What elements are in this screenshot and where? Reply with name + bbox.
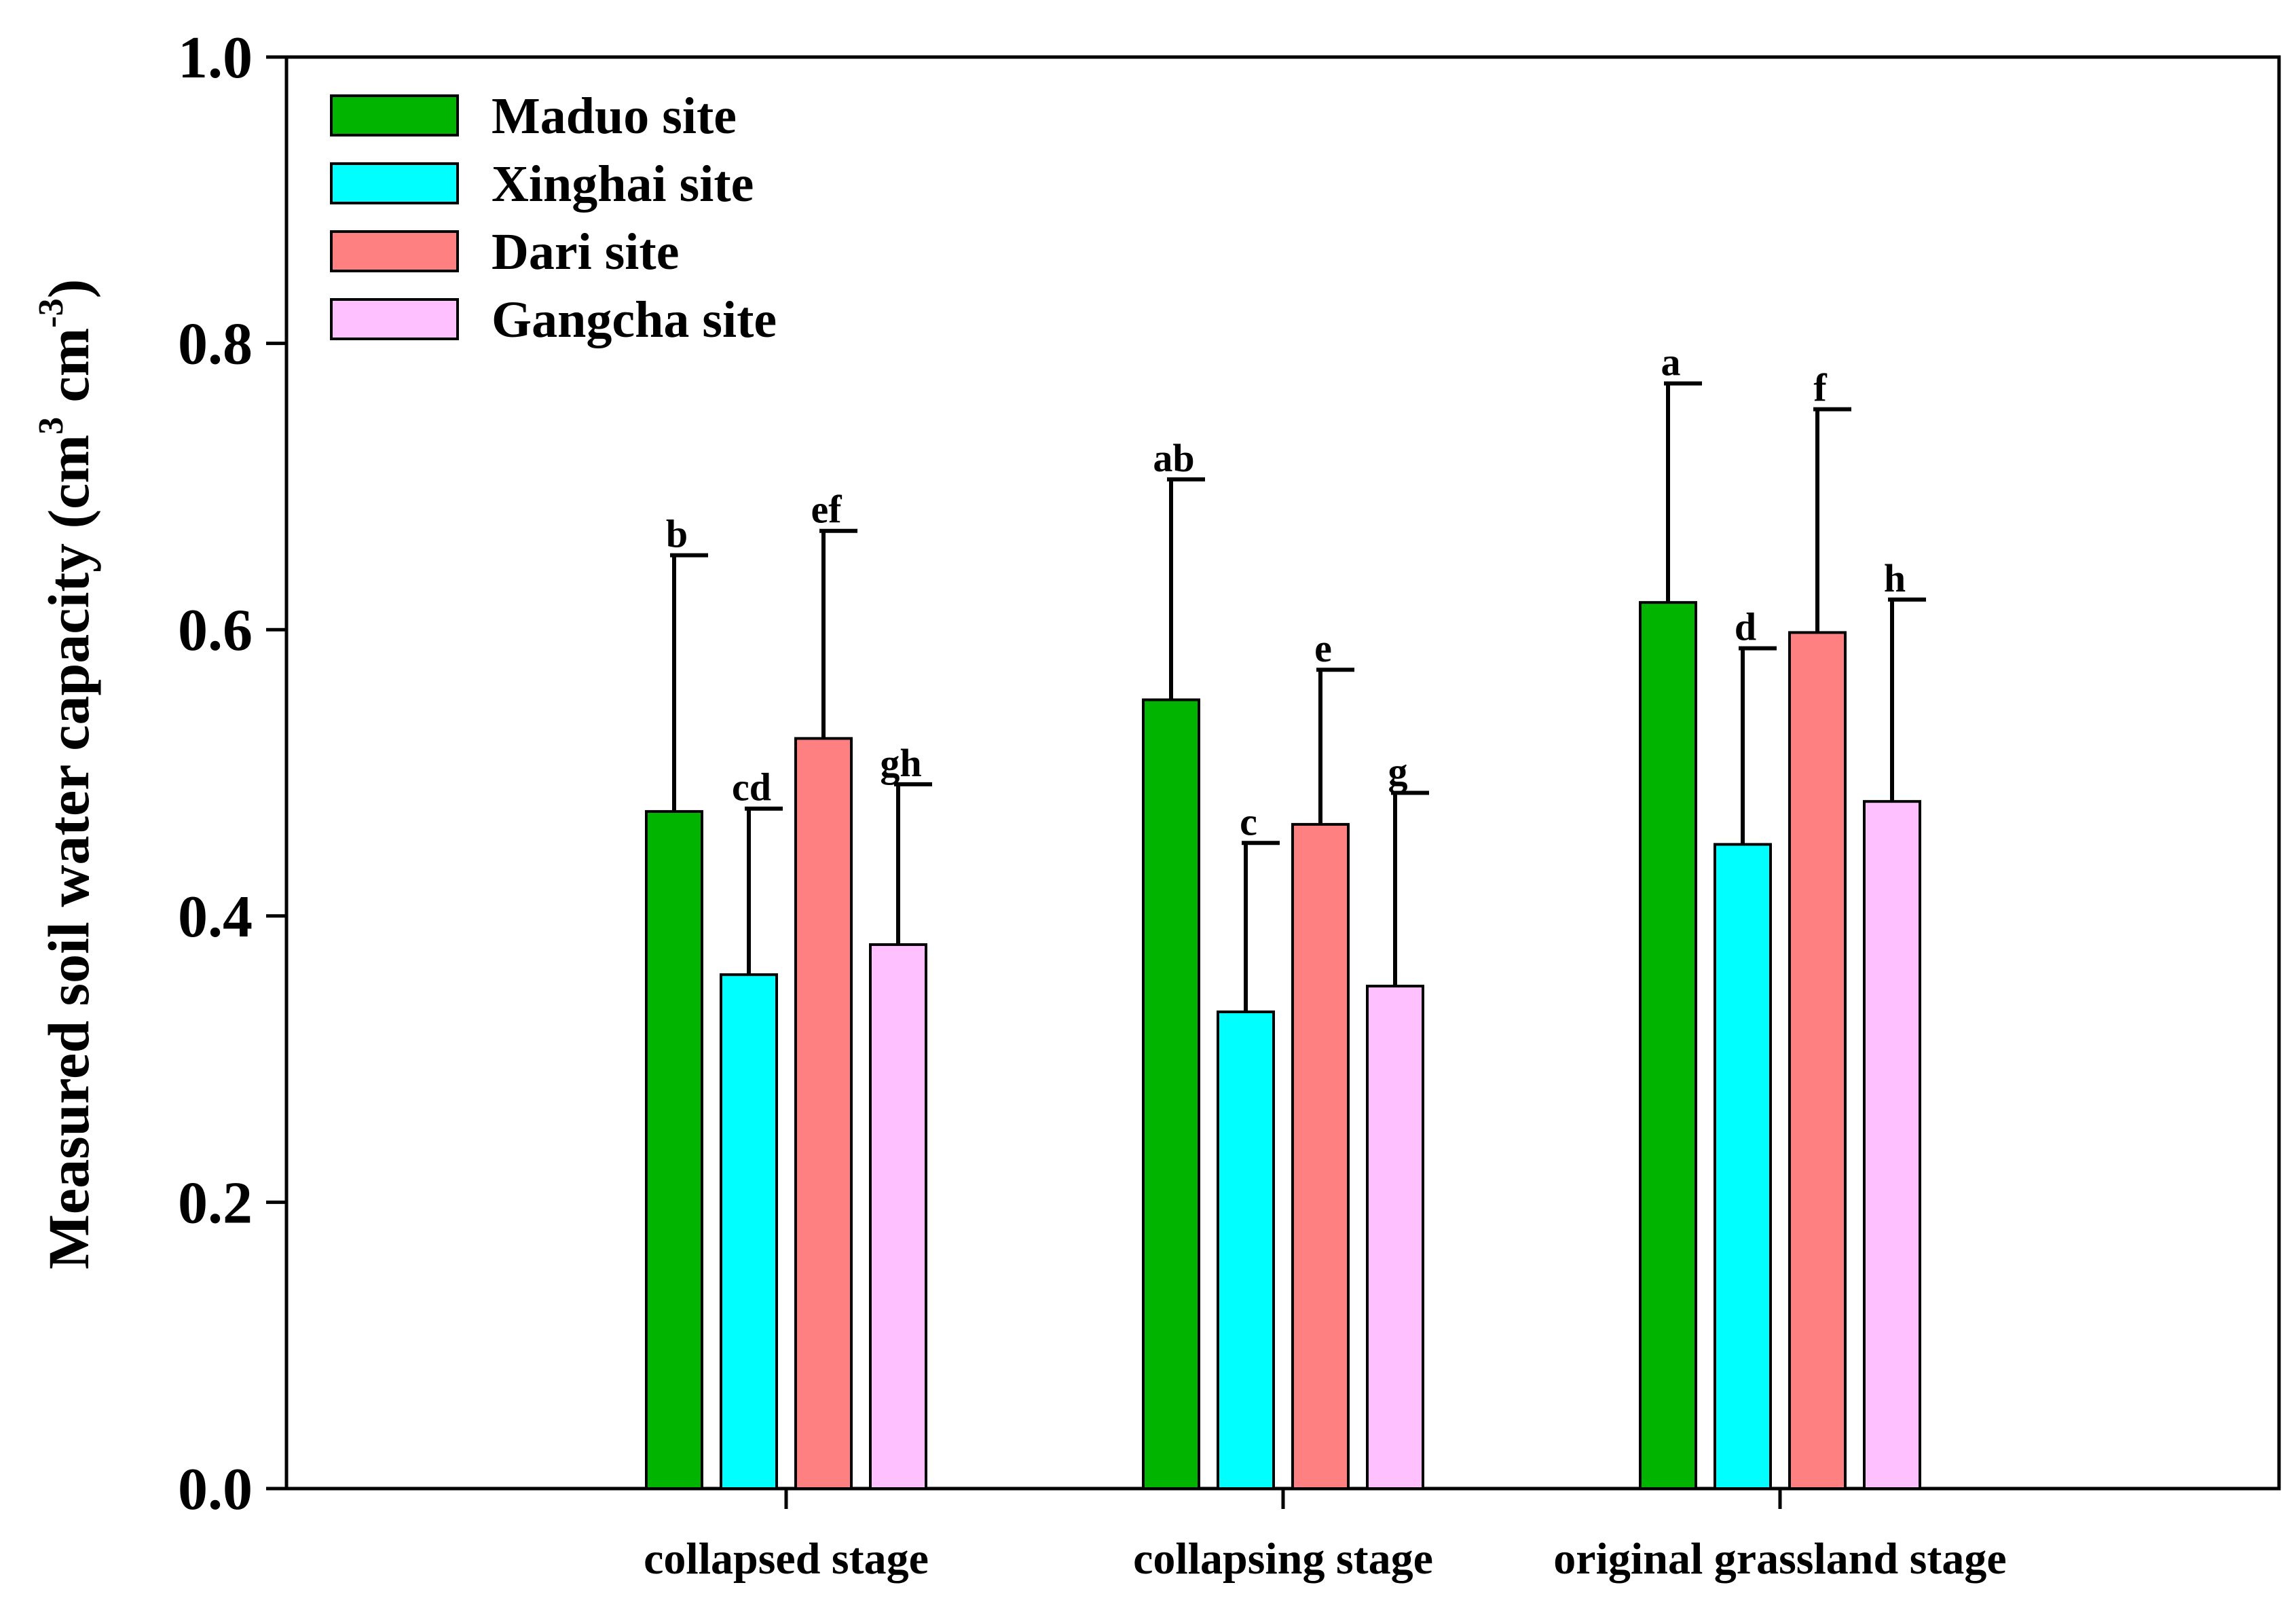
y-tick-label: 0.0 bbox=[178, 1457, 253, 1523]
significance-label: d bbox=[1735, 605, 1756, 649]
legend-swatch bbox=[330, 298, 459, 340]
significance-label: gh bbox=[880, 741, 921, 785]
significance-label: c bbox=[1240, 799, 1257, 843]
bar bbox=[645, 809, 703, 1490]
bar bbox=[1714, 843, 1772, 1490]
legend-swatch bbox=[330, 230, 459, 272]
y-axis-title: Measured soil water capacity (cm3 cm-3) bbox=[32, 279, 101, 1269]
significance-label: h bbox=[1884, 556, 1906, 600]
x-tick-label: collapsed stage bbox=[644, 1534, 929, 1584]
bar bbox=[869, 943, 927, 1490]
y-tick-label: 0.8 bbox=[178, 312, 253, 378]
x-tick-label: original grassland stage bbox=[1553, 1534, 2006, 1584]
bar bbox=[1639, 601, 1697, 1491]
significance-label: a bbox=[1661, 340, 1681, 384]
legend: Maduo site Xinghai site Dari site Gangcha s… bbox=[330, 88, 777, 348]
legend-label: Maduo site bbox=[492, 88, 737, 145]
significance-label: cd bbox=[732, 765, 771, 809]
significance-label: g bbox=[1388, 750, 1408, 794]
bar bbox=[1366, 985, 1424, 1491]
significance-label: f bbox=[1813, 366, 1827, 410]
x-axis: collapsed stage collapsing stage original … bbox=[644, 1489, 2007, 1584]
significance-label: e bbox=[1314, 626, 1332, 670]
legend-label: Dari site bbox=[492, 223, 679, 280]
bar bbox=[1788, 631, 1847, 1490]
bars: b cd ef gh ab c e g a d f h bbox=[645, 340, 1926, 1491]
legend-label: Xinghai site bbox=[492, 156, 754, 213]
legend-swatch bbox=[330, 94, 459, 136]
significance-label: ab bbox=[1153, 436, 1194, 480]
y-tick-label: 0.2 bbox=[178, 1170, 253, 1236]
bar bbox=[720, 973, 778, 1490]
bar bbox=[1863, 800, 1921, 1491]
legend-swatch bbox=[330, 162, 459, 204]
x-tick-label: collapsing stage bbox=[1133, 1534, 1433, 1584]
significance-label: b bbox=[666, 512, 688, 556]
bar bbox=[1142, 698, 1200, 1490]
significance-label: ef bbox=[811, 488, 842, 532]
legend-label: Gangcha site bbox=[492, 291, 777, 348]
y-tick-label: 0.4 bbox=[178, 884, 253, 950]
bar bbox=[794, 737, 853, 1490]
y-tick-label: 0.6 bbox=[178, 598, 253, 663]
bar bbox=[1291, 822, 1350, 1490]
y-axis: 0.0 0.2 0.4 0.6 0.8 1.0 bbox=[178, 25, 286, 1523]
y-tick-label: 1.0 bbox=[178, 25, 253, 91]
bar bbox=[1217, 1010, 1275, 1490]
